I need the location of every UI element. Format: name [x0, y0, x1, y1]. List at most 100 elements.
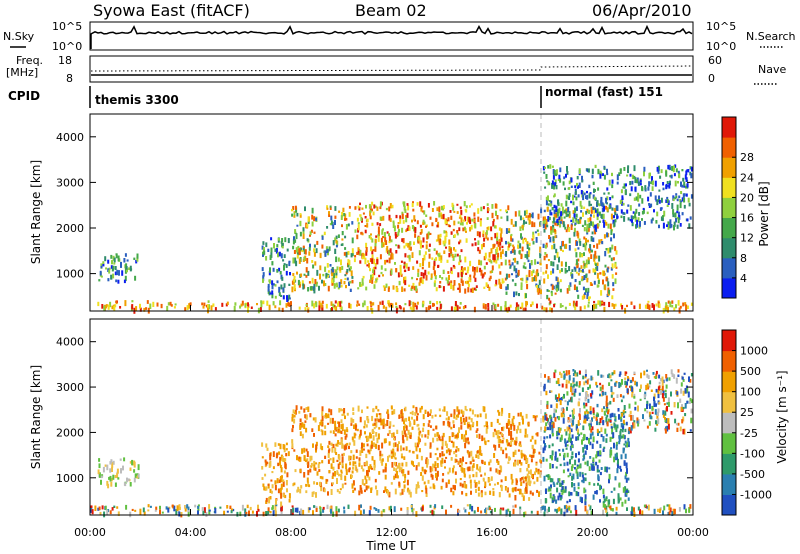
echo-cell [351, 436, 354, 441]
echo-cell [450, 231, 453, 235]
echo-cell [640, 372, 642, 379]
echo-cell [551, 428, 554, 435]
echo-cell [628, 403, 631, 409]
echo-cell [530, 214, 533, 218]
echo-cell [549, 203, 552, 207]
echo-cell [357, 205, 360, 209]
echo-cell [484, 413, 487, 419]
echo-cell [464, 509, 467, 513]
echo-cell [298, 306, 301, 310]
echo-cell [665, 199, 668, 203]
echo-cell [366, 223, 369, 228]
echo-cell [129, 265, 132, 272]
echo-cell [407, 242, 410, 248]
echo-cell [261, 245, 264, 250]
echo-cell [518, 210, 521, 217]
echo-cell [602, 420, 605, 424]
echo-cell [308, 251, 311, 256]
echo-cell [578, 433, 581, 437]
echo-cell [326, 205, 329, 209]
echo-cell [448, 274, 450, 281]
echo-cell [496, 430, 499, 435]
echo-cell [565, 243, 568, 249]
echo-cell [551, 443, 554, 447]
echo-cell [308, 507, 311, 511]
echo-cell [478, 449, 481, 456]
echo-cell [465, 205, 468, 209]
echo-cell [527, 252, 530, 258]
echo-cell [104, 256, 107, 262]
freq-right-tick-bottom: 0 [708, 72, 715, 85]
echo-cell [282, 287, 285, 293]
echo-cell [494, 507, 496, 512]
echo-cell [521, 415, 524, 421]
echo-cell [586, 379, 589, 385]
echo-cell [304, 249, 307, 255]
echo-cell [417, 481, 420, 487]
echo-cell [607, 402, 610, 405]
echo-cell [583, 381, 586, 386]
echo-cell [370, 233, 372, 236]
echo-cell [584, 477, 587, 482]
echo-cell [575, 491, 578, 497]
echo-cell [629, 385, 632, 388]
echo-cell [682, 193, 685, 199]
echo-cell [649, 380, 652, 385]
echo-cell [581, 472, 584, 475]
echo-cell [594, 263, 597, 266]
echo-cell [515, 479, 518, 486]
echo-cell [409, 246, 412, 251]
echo-cell [411, 426, 414, 430]
echo-cell [547, 418, 550, 424]
echo-cell [605, 400, 608, 407]
echo-cell [603, 306, 606, 312]
echo-cell [489, 510, 492, 514]
echo-cell [345, 224, 348, 230]
echo-cell [496, 215, 499, 220]
echo-cell [689, 166, 692, 170]
echo-cell [683, 372, 686, 375]
echo-cell [560, 508, 563, 513]
echo-cell [564, 438, 567, 444]
echo-cell [344, 235, 347, 239]
echo-cell [403, 261, 406, 265]
colorbar-swatch [722, 494, 736, 516]
cpid-mode-normal-fast: normal (fast) 151 [545, 85, 663, 99]
echo-cell [415, 407, 418, 414]
echo-cell [346, 429, 349, 433]
echo-cell [187, 510, 190, 513]
echo-cell [335, 282, 338, 286]
echo-cell [586, 444, 588, 450]
echo-cell [627, 217, 630, 221]
echo-cell [683, 204, 686, 209]
echo-cell [480, 490, 483, 495]
echo-cell [340, 474, 343, 481]
echo-cell [410, 460, 413, 465]
echo-cell [548, 200, 551, 203]
echo-cell [574, 207, 577, 213]
echo-cell [661, 385, 664, 392]
echo-cell [112, 474, 115, 480]
echo-cell [510, 251, 513, 254]
echo-cell [681, 212, 684, 216]
echo-cell [606, 196, 609, 201]
echo-cell [594, 490, 597, 494]
echo-cell [646, 373, 649, 378]
echo-cell [494, 203, 497, 209]
echo-cell [595, 490, 598, 495]
echo-cell [494, 284, 497, 287]
echo-cell [604, 284, 607, 291]
echo-cell [357, 247, 360, 251]
echo-cell [134, 275, 137, 281]
echo-cell [429, 305, 432, 309]
echo-cell [279, 456, 282, 461]
echo-cell [556, 416, 559, 419]
echo-cell [427, 305, 430, 311]
echo-cell [212, 303, 215, 307]
echo-cell [226, 510, 229, 513]
echo-cell [432, 510, 435, 516]
echo-cell [509, 427, 512, 430]
echo-cell [599, 382, 602, 386]
echo-cell [400, 273, 403, 277]
echo-cell [262, 247, 265, 253]
